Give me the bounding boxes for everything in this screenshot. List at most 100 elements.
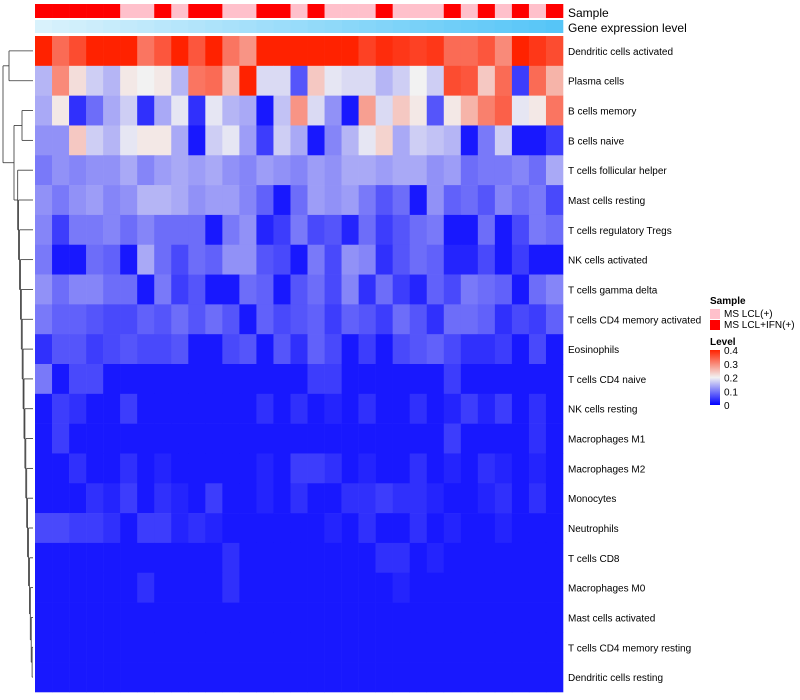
heatmap-cell [307, 662, 325, 693]
heatmap-cell [120, 602, 138, 633]
heatmap-cell [545, 244, 564, 275]
heatmap-cell [443, 274, 462, 305]
heatmap-cell [460, 36, 479, 67]
heatmap-cell [171, 95, 189, 126]
heatmap-cell [375, 214, 393, 246]
heatmap-cell [545, 513, 564, 544]
sample-track-cell [205, 4, 223, 18]
sample-track-cell [358, 4, 376, 18]
heatmap-cell [239, 364, 257, 395]
heatmap-cell [69, 423, 87, 454]
heatmap-cell [290, 244, 308, 275]
heatmap-cell [460, 304, 479, 335]
heatmap-cell [86, 185, 104, 216]
heatmap-cell [120, 125, 138, 156]
heatmap-cell [511, 155, 530, 186]
heatmap-cell [443, 364, 462, 395]
heatmap-cell [358, 513, 376, 544]
heatmap-cell [52, 393, 70, 424]
heatmap-cell [477, 214, 496, 246]
heatmap-cell [205, 453, 223, 484]
heatmap-cell [103, 274, 121, 305]
heatmap-cell [460, 483, 479, 514]
heatmap-cell [35, 65, 53, 96]
heatmap-cell [273, 483, 291, 514]
heatmap-cell [35, 662, 53, 693]
heatmap-cell [154, 65, 172, 96]
heatmap-cell [120, 334, 138, 365]
heatmap-cell [528, 513, 547, 544]
sample-track-cell [443, 4, 462, 18]
heatmap-cell [443, 542, 462, 574]
heatmap-cell [273, 602, 291, 633]
heatmap-cell [205, 125, 223, 156]
heatmap-cell [188, 334, 206, 365]
heatmap-cell [409, 65, 428, 96]
heatmap-cell [154, 185, 172, 216]
heatmap-cell [86, 65, 104, 96]
heatmap-cell [443, 185, 462, 216]
heatmap-cell [307, 185, 325, 216]
heatmap-cell [256, 572, 274, 603]
heatmap-cell [341, 423, 359, 454]
heatmap-cell [222, 244, 240, 275]
heatmap-cell [477, 602, 496, 633]
heatmap-cell [86, 393, 104, 424]
heatmap-cell [256, 453, 274, 484]
heatmap-cell [154, 542, 172, 574]
heatmap-cell [273, 364, 291, 395]
heatmap-cell [35, 274, 53, 305]
heatmap-cell [120, 632, 138, 663]
heatmap-cell [188, 662, 206, 693]
heatmap-cell [375, 155, 393, 186]
expression-track-cell [256, 20, 274, 33]
heatmap-cell [375, 632, 393, 663]
heatmap-cell [205, 36, 223, 67]
heatmap-cell [188, 185, 206, 216]
heatmap-cell [392, 95, 411, 126]
heatmap-cell [477, 125, 496, 156]
heatmap-cell [375, 393, 393, 424]
heatmap-cell [460, 393, 479, 424]
heatmap-cell [222, 185, 240, 216]
heatmap-cell [307, 65, 325, 96]
heatmap-cell [137, 125, 155, 156]
heatmap-cell [528, 36, 547, 67]
heatmap-cell [494, 125, 513, 156]
heatmap-cell [256, 36, 274, 67]
heatmap-cell [86, 334, 104, 365]
heatmap-cell [35, 513, 53, 544]
row-label: T cells CD4 naive [568, 375, 647, 386]
heatmap-cell [409, 393, 428, 424]
heatmap-cell [35, 155, 53, 186]
heatmap-cell [239, 36, 257, 67]
heatmap-cell [137, 274, 155, 305]
heatmap-cell [290, 632, 308, 663]
heatmap-cell [273, 662, 291, 693]
heatmap-cell [86, 364, 104, 395]
heatmap-cell [171, 513, 189, 544]
heatmap-cell [545, 304, 564, 335]
heatmap-cell [273, 274, 291, 305]
heatmap-cell [52, 453, 70, 484]
heatmap-cell [290, 274, 308, 305]
heatmap-cell [511, 602, 530, 633]
heatmap-cell [188, 572, 206, 603]
heatmap-cell [205, 513, 223, 544]
heatmap-cell [426, 95, 445, 126]
heatmap-cell [426, 453, 445, 484]
heatmap-cell [426, 185, 445, 216]
heatmap-cell [35, 483, 53, 514]
expression-track-cell [545, 20, 564, 33]
heatmap-cells [35, 36, 564, 693]
heatmap-cell [460, 632, 479, 663]
heatmap-cell [239, 542, 257, 574]
heatmap-cell [171, 125, 189, 156]
heatmap-cell [171, 214, 189, 246]
heatmap-cell [375, 244, 393, 275]
heatmap-cell [426, 65, 445, 96]
heatmap-cell [222, 542, 240, 574]
heatmap-cell [239, 483, 257, 514]
row-label: T cells CD4 memory resting [568, 643, 691, 654]
expression-track-cell [120, 20, 138, 33]
